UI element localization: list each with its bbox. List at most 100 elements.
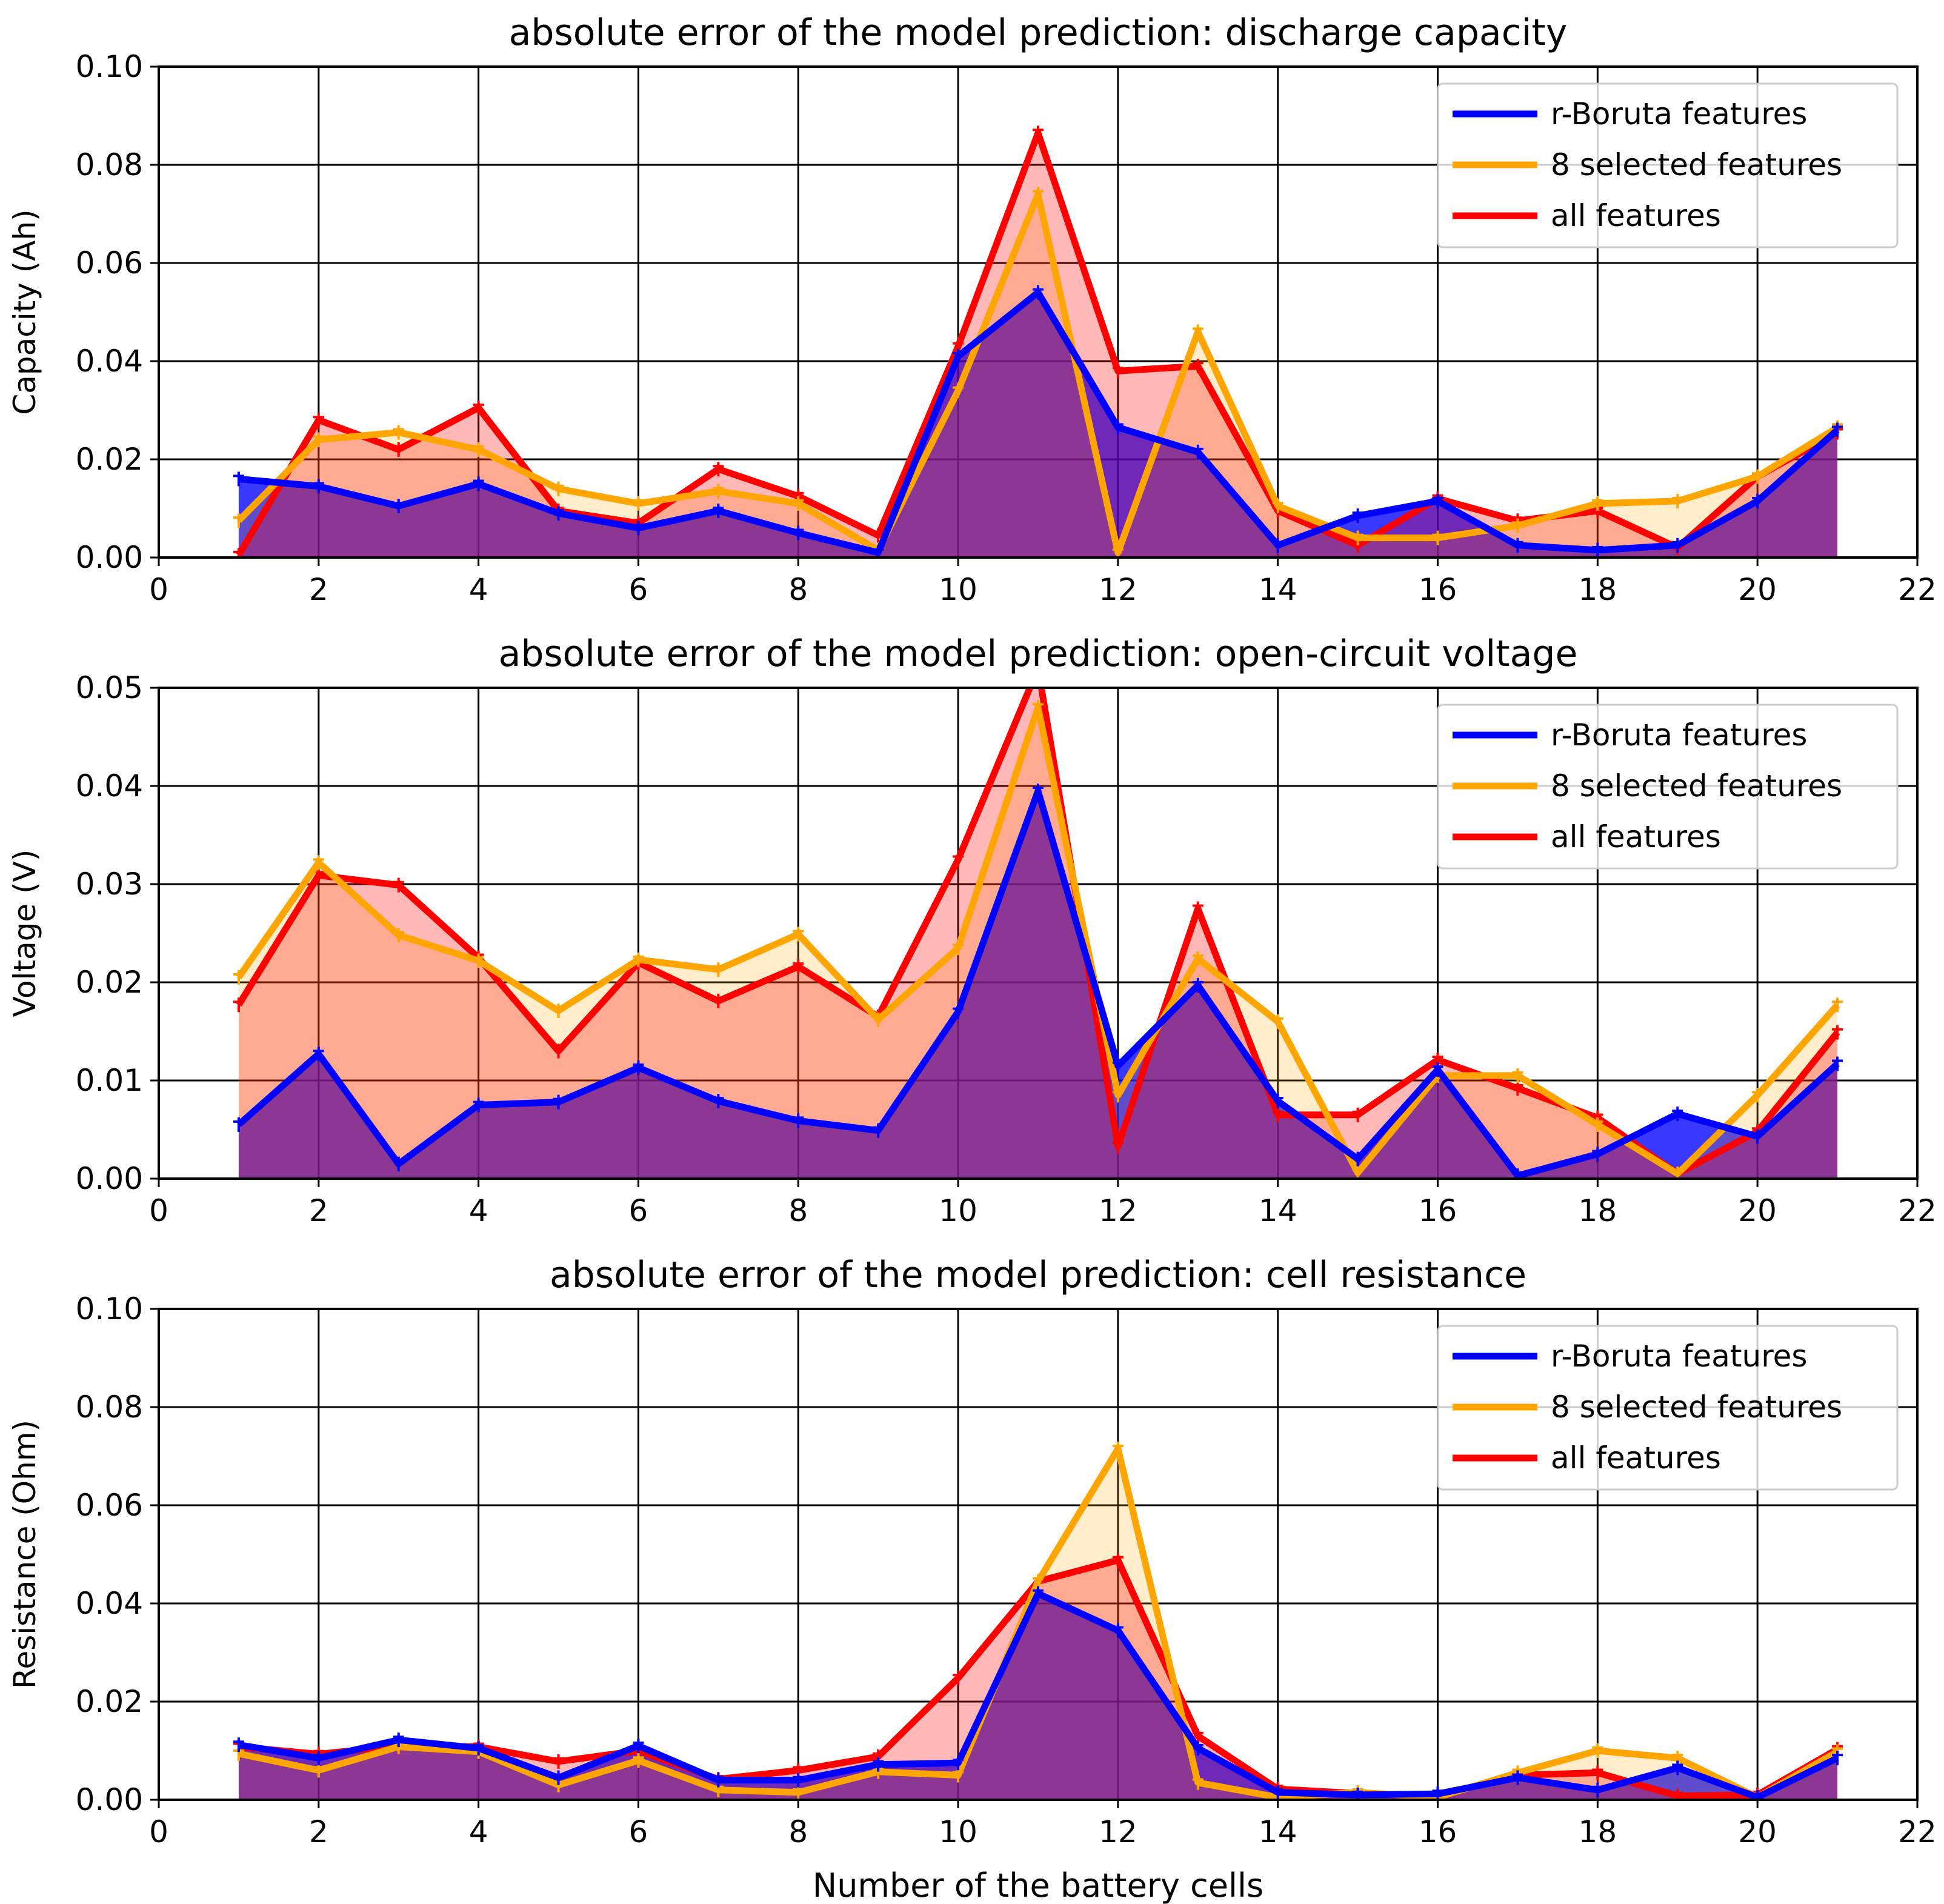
data-point-all <box>473 400 484 415</box>
data-point-r_boruta <box>793 1773 804 1788</box>
area-r_boruta <box>238 292 1838 558</box>
series-lines <box>233 688 1843 1179</box>
data-point-r_boruta <box>1592 1782 1603 1797</box>
data-point-selected8 <box>233 970 244 985</box>
y-tick-label: 0.10 <box>76 49 143 84</box>
data-point-selected8 <box>233 513 244 528</box>
data-point-all <box>1112 364 1123 379</box>
data-point-all <box>1352 1107 1363 1122</box>
data-point-r_boruta <box>473 1740 484 1756</box>
data-point-selected8 <box>633 952 644 967</box>
data-point-all <box>1192 359 1203 374</box>
y-axis-label: Voltage (V) <box>7 850 42 1017</box>
x-tick-label: 16 <box>1419 1814 1457 1849</box>
data-point-r_boruta <box>873 1757 884 1772</box>
data-point-all <box>1192 901 1203 916</box>
y-tick-label: 0.00 <box>76 1782 143 1817</box>
data-point-selected8 <box>713 962 724 977</box>
x-tick-label: 2 <box>309 1814 328 1849</box>
x-tick-label: 6 <box>629 572 648 607</box>
axes-frame <box>158 1308 1919 1801</box>
data-point-r_boruta <box>1192 1740 1203 1756</box>
legend-item-selected8: 8 selected features <box>1453 1390 1842 1425</box>
data-point-r_boruta <box>473 1097 484 1113</box>
data-point-all <box>1112 1553 1123 1568</box>
x-tick-label: 14 <box>1259 572 1297 607</box>
legend-label: all features <box>1551 819 1721 854</box>
legend-item-r_boruta: r-Boruta features <box>1453 96 1807 131</box>
subplot-title: absolute error of the model prediction: … <box>550 1254 1526 1296</box>
x-tick-label: 10 <box>939 1193 977 1228</box>
data-point-selected8 <box>313 432 324 447</box>
x-tick-label: 6 <box>629 1814 648 1849</box>
x-tick-label: 2 <box>309 572 328 607</box>
legend-frame <box>1437 704 1899 870</box>
data-point-r_boruta <box>873 1123 884 1138</box>
x-tick-label: 22 <box>1898 1193 1937 1228</box>
legend-item-all: all features <box>1453 819 1721 854</box>
data-point-selected8 <box>1033 700 1044 715</box>
data-point-r_boruta <box>1512 1770 1523 1785</box>
data-point-selected8 <box>1112 1088 1123 1103</box>
y-tick-label: 0.02 <box>76 965 143 1000</box>
data-point-all <box>313 413 324 428</box>
data-point-r_boruta <box>393 1733 404 1748</box>
data-point-selected8 <box>1192 324 1203 339</box>
x-tick-label: 0 <box>149 1193 168 1228</box>
data-point-r_boruta <box>393 1156 404 1171</box>
data-point-r_boruta <box>313 479 324 494</box>
data-point-r_boruta <box>713 1773 724 1788</box>
data-point-r_boruta <box>1592 1147 1603 1162</box>
data-point-selected8 <box>393 928 404 943</box>
data-point-r_boruta <box>1832 1056 1843 1071</box>
data-point-selected8 <box>1192 1775 1203 1790</box>
x-tick-label: 22 <box>1898 1814 1937 1849</box>
legend-item-selected8: 8 selected features <box>1453 147 1842 182</box>
data-point-r_boruta <box>1192 444 1203 459</box>
x-tick-label: 8 <box>788 1814 808 1849</box>
legend-label: 8 selected features <box>1551 1390 1842 1425</box>
y-tick-label: 0.06 <box>76 245 143 281</box>
y-axis-label: Capacity (Ah) <box>7 209 42 414</box>
data-point-selected8 <box>633 1753 644 1768</box>
legend-label: all features <box>1551 1440 1721 1476</box>
data-point-r_boruta <box>1352 1151 1363 1167</box>
data-point-selected8 <box>793 1785 804 1800</box>
x-tick-label: 14 <box>1259 1193 1297 1228</box>
data-point-all <box>393 877 404 893</box>
legend-item-all: all features <box>1453 198 1721 233</box>
data-point-r_boruta <box>1272 1785 1283 1800</box>
data-point-all <box>233 547 244 558</box>
y-tick-label: 0.02 <box>76 442 143 477</box>
data-point-selected8 <box>1752 1088 1763 1103</box>
data-point-r_boruta <box>793 525 804 541</box>
legend-item-all: all features <box>1453 1440 1721 1476</box>
series-lines <box>233 125 1843 558</box>
data-point-r_boruta <box>953 1756 964 1771</box>
data-point-r_boruta <box>553 1094 564 1110</box>
data-point-r_boruta <box>553 506 564 521</box>
data-point-selected8 <box>873 1012 884 1027</box>
data-point-selected8 <box>473 953 484 968</box>
data-point-r_boruta <box>1192 977 1203 993</box>
x-tick-label: 4 <box>469 1814 488 1849</box>
x-tick-label: 0 <box>149 1814 168 1849</box>
data-point-selected8 <box>553 481 564 496</box>
data-point-r_boruta <box>1672 1107 1683 1122</box>
data-point-all <box>793 959 804 974</box>
area-all <box>238 1560 1838 1800</box>
area-selected8 <box>238 1448 1838 1800</box>
data-point-r_boruta <box>1033 784 1044 799</box>
y-tick-label: 0.00 <box>76 1161 143 1196</box>
data-point-selected8 <box>953 1768 964 1783</box>
data-point-selected8 <box>1512 518 1523 533</box>
data-point-all <box>1512 1080 1523 1096</box>
data-point-selected8 <box>793 927 804 942</box>
x-tick-label: 18 <box>1579 1814 1617 1849</box>
legend: r-Boruta features 8 selected features all … <box>1437 704 1899 870</box>
x-tick-label: 12 <box>1099 1814 1137 1849</box>
data-point-all <box>713 462 724 477</box>
data-point-r_boruta <box>1752 1789 1763 1800</box>
data-point-r_boruta <box>393 498 404 513</box>
data-point-r_boruta <box>1272 1094 1283 1109</box>
